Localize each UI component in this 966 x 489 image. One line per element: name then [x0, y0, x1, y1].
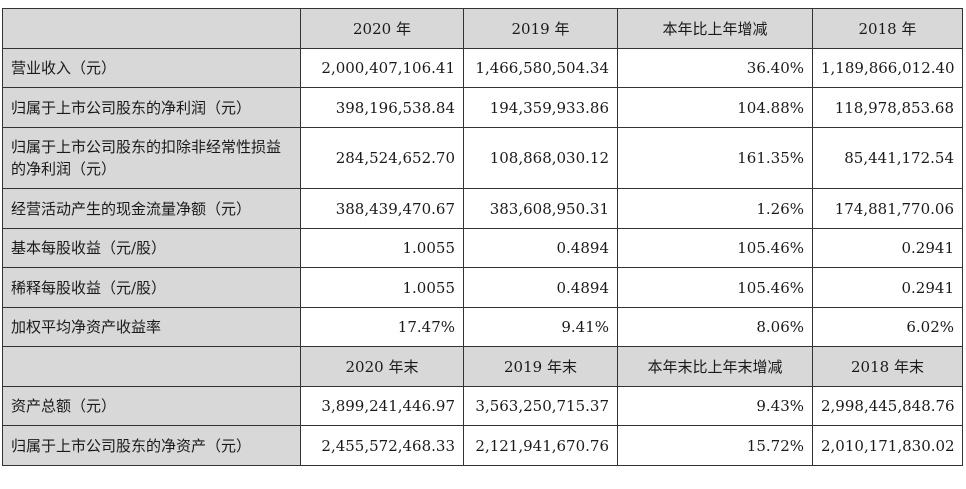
table-row-net-profit: 归属于上市公司股东的净利润（元） 398,196,538.84 194,359,…: [2, 87, 963, 128]
header-cell-change-end: 本年末比上年末增减: [617, 346, 813, 387]
cell-2018-end: 2,998,445,848.76: [812, 386, 963, 426]
row-label: 资产总额（元）: [2, 386, 301, 426]
cell-2020-end: 3,899,241,446.97: [300, 386, 464, 426]
cell-2020: 1.0055: [300, 267, 464, 308]
cell-change: 8.06%: [617, 307, 813, 347]
financial-summary-table: 2020 年 2019 年 本年比上年增减 2018 年 营业收入（元） 2,0…: [2, 8, 963, 466]
header-cell-2018-end: 2018 年末: [812, 346, 963, 387]
row-label: 营业收入（元）: [2, 48, 301, 88]
cell-2018: 85,441,172.54: [812, 127, 963, 189]
table-row-net-profit-deducted: 归属于上市公司股东的扣除非经常性损益的净利润（元） 284,524,652.70…: [2, 127, 963, 189]
header-cell-2018: 2018 年: [812, 8, 963, 49]
row-label: 归属于上市公司股东的净资产（元）: [2, 425, 301, 466]
header-row-annual: 2020 年 2019 年 本年比上年增减 2018 年: [2, 8, 963, 49]
row-label: 归属于上市公司股东的扣除非经常性损益的净利润（元）: [2, 127, 301, 189]
cell-2020: 17.47%: [300, 307, 464, 347]
cell-change-end: 9.43%: [617, 386, 813, 426]
cell-change: 161.35%: [617, 127, 813, 189]
header-cell-2020-end: 2020 年末: [300, 346, 464, 387]
cell-2018: 6.02%: [812, 307, 963, 347]
header-cell-blank: [2, 8, 301, 49]
cell-2020: 1.0055: [300, 228, 464, 268]
table-row-basic-eps: 基本每股收益（元/股） 1.0055 0.4894 105.46% 0.2941: [2, 228, 963, 268]
header-cell-2019: 2019 年: [463, 8, 618, 49]
header-cell-blank: [2, 346, 301, 387]
table-row-net-assets: 归属于上市公司股东的净资产（元） 2,455,572,468.33 2,121,…: [2, 425, 963, 466]
cell-2019: 0.4894: [463, 228, 618, 268]
cell-2018: 118,978,853.68: [812, 87, 963, 128]
cell-change-end: 15.72%: [617, 425, 813, 466]
header-cell-2020: 2020 年: [300, 8, 464, 49]
cell-2019: 194,359,933.86: [463, 87, 618, 128]
table-row-total-assets: 资产总额（元） 3,899,241,446.97 3,563,250,715.3…: [2, 386, 963, 426]
cell-2020: 2,000,407,106.41: [300, 48, 464, 88]
cell-2018: 0.2941: [812, 228, 963, 268]
cell-change: 105.46%: [617, 228, 813, 268]
cell-change: 36.40%: [617, 48, 813, 88]
cell-2020-end: 2,455,572,468.33: [300, 425, 464, 466]
row-label: 归属于上市公司股东的净利润（元）: [2, 87, 301, 128]
cell-change: 104.88%: [617, 87, 813, 128]
table-row-operating-cash-flow: 经营活动产生的现金流量净额（元） 388,439,470.67 383,608,…: [2, 188, 963, 229]
table-row-weighted-roe: 加权平均净资产收益率 17.47% 9.41% 8.06% 6.02%: [2, 307, 963, 347]
header-cell-2019-end: 2019 年末: [463, 346, 618, 387]
cell-2019-end: 2,121,941,670.76: [463, 425, 618, 466]
cell-change: 105.46%: [617, 267, 813, 308]
cell-2019: 0.4894: [463, 267, 618, 308]
header-row-year-end: 2020 年末 2019 年末 本年末比上年末增减 2018 年末: [2, 346, 963, 387]
cell-2020: 398,196,538.84: [300, 87, 464, 128]
cell-2018: 0.2941: [812, 267, 963, 308]
row-label: 经营活动产生的现金流量净额（元）: [2, 188, 301, 229]
cell-2019: 383,608,950.31: [463, 188, 618, 229]
cell-2019: 108,868,030.12: [463, 127, 618, 189]
cell-2018: 1,189,866,012.40: [812, 48, 963, 88]
table-row-operating-revenue: 营业收入（元） 2,000,407,106.41 1,466,580,504.3…: [2, 48, 963, 88]
cell-2019-end: 3,563,250,715.37: [463, 386, 618, 426]
cell-2019: 1,466,580,504.34: [463, 48, 618, 88]
cell-2018-end: 2,010,171,830.02: [812, 425, 963, 466]
cell-2020: 388,439,470.67: [300, 188, 464, 229]
cell-2020: 284,524,652.70: [300, 127, 464, 189]
cell-2019: 9.41%: [463, 307, 618, 347]
cell-change: 1.26%: [617, 188, 813, 229]
table-row-diluted-eps: 稀释每股收益（元/股） 1.0055 0.4894 105.46% 0.2941: [2, 267, 963, 308]
row-label: 基本每股收益（元/股）: [2, 228, 301, 268]
header-cell-change: 本年比上年增减: [617, 8, 813, 49]
row-label: 稀释每股收益（元/股）: [2, 267, 301, 308]
row-label: 加权平均净资产收益率: [2, 307, 301, 347]
cell-2018: 174,881,770.06: [812, 188, 963, 229]
